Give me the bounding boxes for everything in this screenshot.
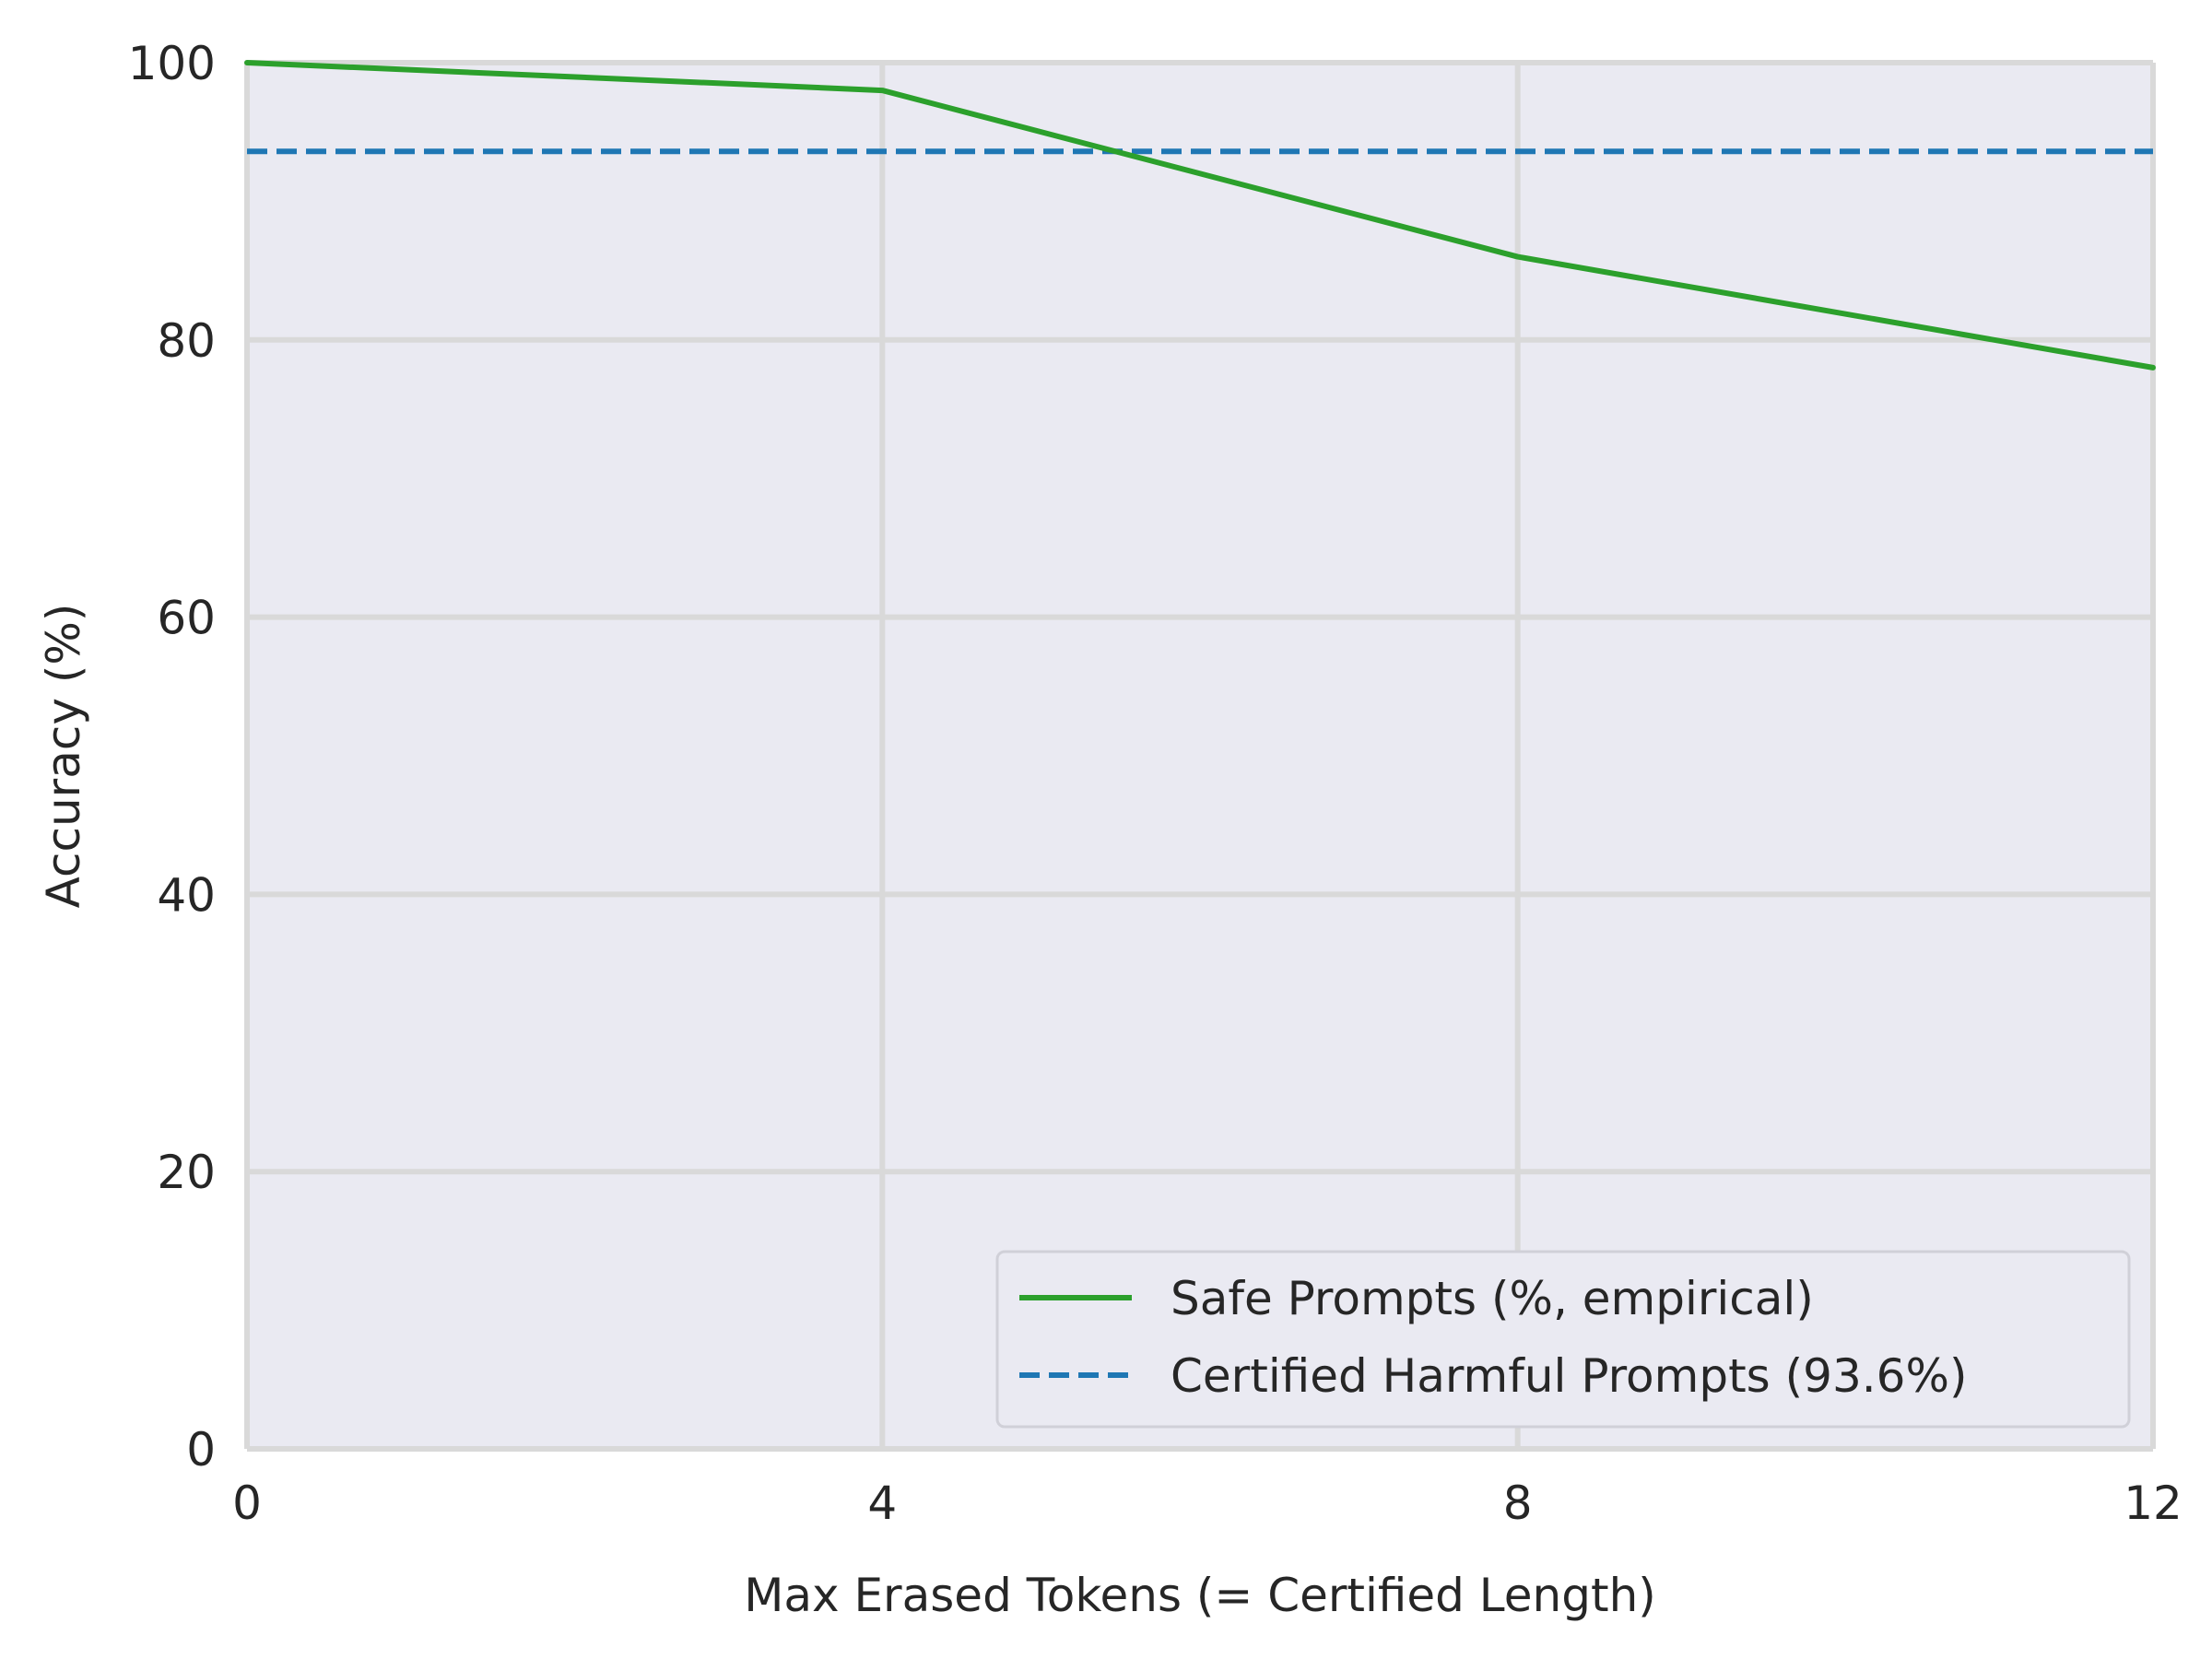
y-tick-label-60: 60 (157, 592, 216, 645)
series-layer (244, 60, 2156, 371)
legend-entry-certified-harmful: Certified Harmful Prompts (93.6%) (1171, 1349, 1967, 1403)
grid (244, 60, 2156, 1452)
y-tick-label-20: 20 (157, 1146, 216, 1199)
x-tick-label-4: 4 (867, 1477, 897, 1530)
tick-labels: 0 4 8 12 0 20 40 60 80 100 (128, 37, 2183, 1530)
legend-box (995, 1250, 2131, 1429)
x-tick-label-8: 8 (1503, 1477, 1533, 1530)
x-tick-label-0: 0 (232, 1477, 262, 1530)
legend-entry-safe-prompts: Safe Prompts (%, empirical) (1171, 1272, 1814, 1325)
x-axis-label: Max Erased Tokens (= Certified Length) (744, 1569, 1656, 1622)
y-tick-label-40: 40 (157, 868, 216, 922)
series-line-safe-prompts (244, 60, 2156, 371)
x-tick-label-12: 12 (2124, 1477, 2183, 1530)
plot-background (247, 63, 2153, 1449)
y-axis-label: Accuracy (%) (37, 604, 90, 909)
y-tick-label-100: 100 (128, 37, 216, 90)
y-tick-label-80: 80 (157, 314, 216, 368)
legend: Safe Prompts (%, empirical) Certified Ha… (995, 1250, 2131, 1429)
y-tick-label-0: 0 (186, 1423, 216, 1477)
